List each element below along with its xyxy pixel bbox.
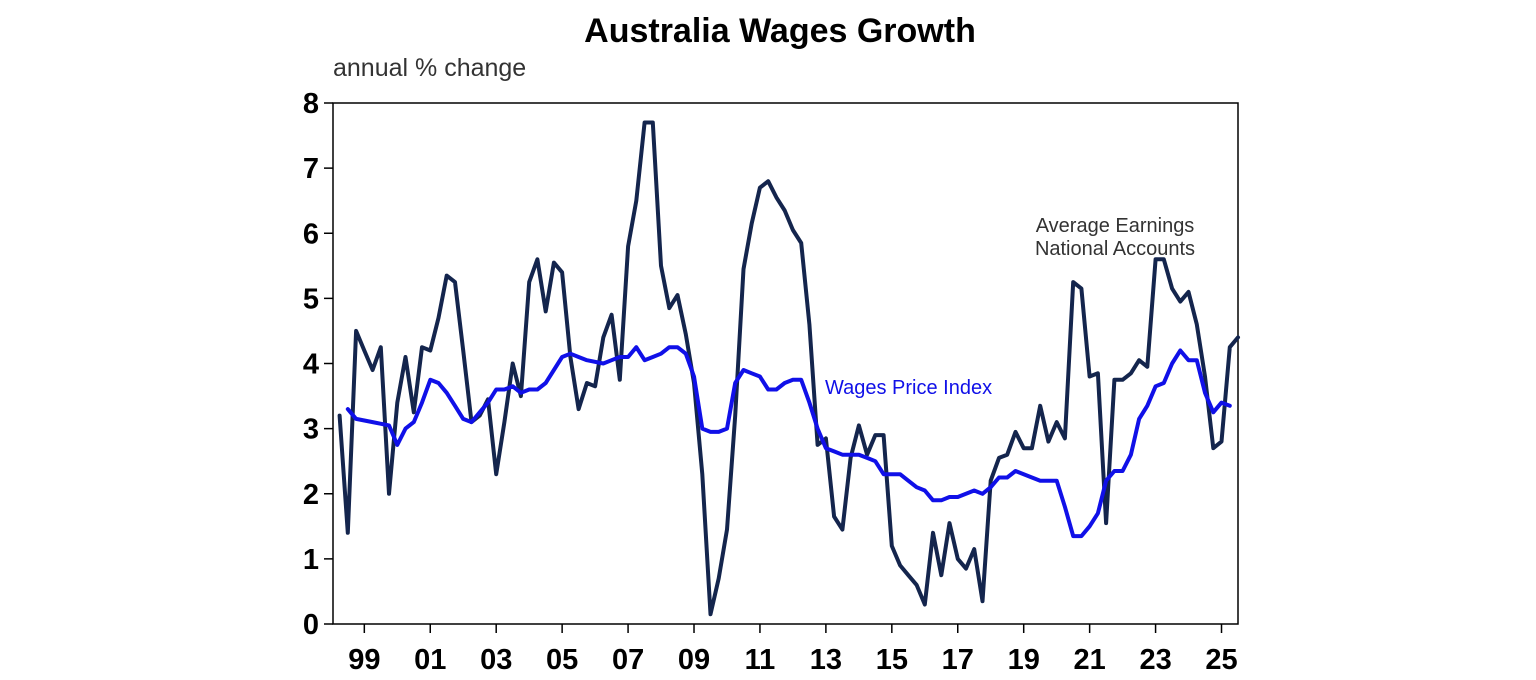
series-line-average-earnings [337,120,1240,617]
x-tick-label: 17 [942,644,974,676]
x-tick-label: 13 [810,644,842,676]
y-tick-label: 1 [303,544,319,576]
x-tick-label: 25 [1205,644,1237,676]
y-tick-label: 4 [303,349,319,381]
y-tick-label: 7 [303,153,319,185]
series-line-wages-price-index [345,345,1232,539]
y-axis: 0 1 2 3 4 5 6 7 8 [303,88,333,641]
y-tick-label: 8 [303,88,319,120]
x-tick-label: 15 [876,644,908,676]
series-label: Wages Price Index [825,377,992,399]
y-tick-label: 6 [303,218,319,250]
x-tick-label: 19 [1008,644,1040,676]
x-axis: 99 01 03 05 07 09 11 13 15 17 19 21 23 25 [348,624,1238,676]
x-tick-label: 11 [745,644,776,676]
series-group [337,120,1240,617]
x-tick-label: 99 [348,644,380,676]
x-tick-label: 01 [414,644,446,676]
x-tick-label: 03 [480,644,512,676]
x-tick-label: 05 [546,644,578,676]
chart-title: Australia Wages Growth [584,12,976,50]
x-tick-label: 23 [1139,644,1171,676]
series-label: National Accounts [1035,238,1195,260]
x-tick-label: 07 [612,644,644,676]
y-tick-label: 2 [303,479,319,511]
series-label: Average Earnings [1036,215,1195,237]
x-tick-label: 21 [1074,644,1106,676]
x-tick-label: 09 [678,644,710,676]
y-axis-label: annual % change [333,54,526,82]
y-tick-label: 5 [303,283,319,315]
y-tick-label: 3 [303,414,319,446]
plot-frame [332,102,1239,625]
y-tick-label: 0 [303,609,319,641]
